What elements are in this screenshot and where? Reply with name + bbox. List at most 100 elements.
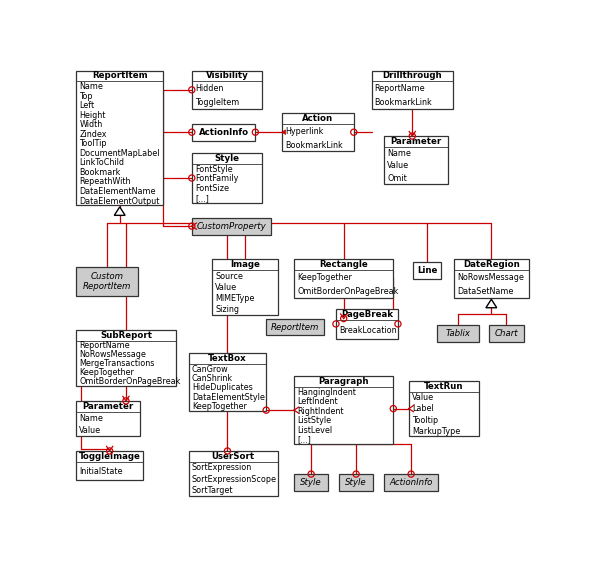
Bar [409, 381, 478, 436]
Text: Visibility: Visibility [205, 72, 249, 80]
Text: ToggleImage: ToggleImage [79, 452, 140, 461]
Bar [372, 71, 453, 109]
Text: Parameter: Parameter [390, 137, 442, 146]
Bar [413, 262, 442, 279]
Text: Style: Style [300, 478, 322, 487]
Text: SortExpression: SortExpression [192, 464, 252, 472]
Text: MIMEType: MIMEType [215, 294, 255, 303]
Text: InitialState: InitialState [79, 467, 123, 476]
Text: Name: Name [387, 149, 411, 158]
Text: CustomProperty: CustomProperty [197, 222, 266, 230]
Text: TextRun: TextRun [424, 382, 464, 391]
Text: LinkToChild: LinkToChild [79, 158, 124, 167]
Text: ListLevel: ListLevel [297, 426, 332, 435]
Bar [192, 71, 262, 109]
Text: Image: Image [230, 260, 260, 269]
Text: Left: Left [79, 101, 95, 110]
Text: Line: Line [417, 266, 437, 275]
Text: Parameter: Parameter [82, 402, 134, 411]
Bar [339, 474, 373, 491]
Text: Name: Name [79, 414, 103, 423]
Bar [192, 123, 255, 141]
Text: HideDuplicates: HideDuplicates [192, 384, 253, 393]
Text: DocumentMapLabel: DocumentMapLabel [79, 149, 160, 158]
Bar [294, 376, 393, 444]
Bar [437, 325, 478, 341]
Text: ReportName: ReportName [375, 84, 425, 93]
Text: Tooltip: Tooltip [412, 415, 438, 424]
Bar [76, 401, 140, 436]
Text: Style: Style [345, 478, 367, 487]
Text: HangingIndent: HangingIndent [297, 388, 356, 397]
Text: ActionInfo: ActionInfo [390, 478, 433, 487]
Bar [294, 259, 393, 298]
Text: Drillthrough: Drillthrough [382, 72, 442, 80]
Text: FontFamily: FontFamily [195, 175, 238, 183]
Text: Name: Name [79, 82, 103, 91]
Text: OmitBorderOnPageBreak: OmitBorderOnPageBreak [79, 377, 181, 386]
Text: KeepTogether: KeepTogether [192, 402, 247, 411]
Text: BreakLocation: BreakLocation [339, 325, 397, 335]
Text: ActionInfo: ActionInfo [198, 127, 249, 137]
Text: CanGrow: CanGrow [192, 365, 229, 374]
Bar [76, 267, 139, 296]
Text: NoRowsMessage: NoRowsMessage [79, 350, 146, 359]
Text: ToolTip: ToolTip [79, 139, 107, 149]
Bar [76, 330, 175, 386]
Bar [189, 353, 266, 411]
Text: Chart: Chart [495, 329, 518, 337]
Text: FontStyle: FontStyle [195, 164, 233, 174]
Text: NoRowsMessage: NoRowsMessage [457, 273, 524, 282]
Text: DataElementStyle: DataElementStyle [192, 393, 265, 402]
Text: FontSize: FontSize [195, 184, 229, 193]
Text: BookmarkLink: BookmarkLink [375, 98, 432, 108]
Bar [282, 113, 354, 151]
Text: ReportItem: ReportItem [271, 323, 319, 332]
Bar [76, 71, 163, 205]
Text: [...]: [...] [195, 194, 209, 203]
Text: Height: Height [79, 111, 106, 119]
Bar [266, 319, 324, 336]
Bar [76, 451, 143, 480]
Text: PageBreak: PageBreak [341, 310, 393, 319]
Bar [453, 259, 529, 298]
Text: Value: Value [79, 426, 102, 435]
Bar [192, 218, 271, 234]
Bar [189, 451, 278, 496]
Text: Source: Source [215, 271, 243, 281]
Bar [384, 474, 438, 491]
Text: ReportName: ReportName [79, 341, 130, 351]
Text: Bookmark: Bookmark [79, 168, 121, 177]
Text: Width: Width [79, 120, 102, 129]
Text: DataElementName: DataElementName [79, 187, 156, 196]
Text: [...]: [...] [297, 435, 311, 444]
Text: MarkupType: MarkupType [412, 427, 460, 436]
Text: LeftIndent: LeftIndent [297, 397, 338, 406]
Text: Omit: Omit [387, 174, 407, 183]
Text: Hyperlink: Hyperlink [285, 127, 323, 136]
Text: RepeathWith: RepeathWith [79, 178, 131, 187]
Text: KeepTogether: KeepTogether [297, 273, 352, 282]
Text: Value: Value [412, 393, 434, 402]
Text: Paragraph: Paragraph [318, 377, 369, 386]
Text: DataElementOutput: DataElementOutput [79, 196, 160, 205]
Text: TextBox: TextBox [208, 354, 247, 363]
Text: RightIndent: RightIndent [297, 407, 344, 416]
Text: SubReport: SubReport [100, 331, 152, 340]
Polygon shape [282, 130, 285, 134]
Text: SortTarget: SortTarget [192, 486, 233, 495]
Text: UserSort: UserSort [212, 452, 255, 461]
Bar [384, 136, 448, 184]
Polygon shape [114, 207, 125, 215]
Text: DataSetName: DataSetName [457, 287, 513, 296]
Text: ReportItem: ReportItem [92, 72, 147, 80]
Bar [294, 474, 328, 491]
Text: Tablix: Tablix [445, 329, 470, 337]
Text: Rectangle: Rectangle [319, 260, 368, 269]
Text: KeepTogether: KeepTogether [79, 368, 134, 377]
Text: Custom
ReportItem: Custom ReportItem [83, 272, 131, 291]
Bar [488, 325, 525, 341]
Polygon shape [486, 299, 497, 308]
Text: SortExpressionScope: SortExpressionScope [192, 475, 277, 484]
Text: DateRegion: DateRegion [463, 260, 520, 269]
